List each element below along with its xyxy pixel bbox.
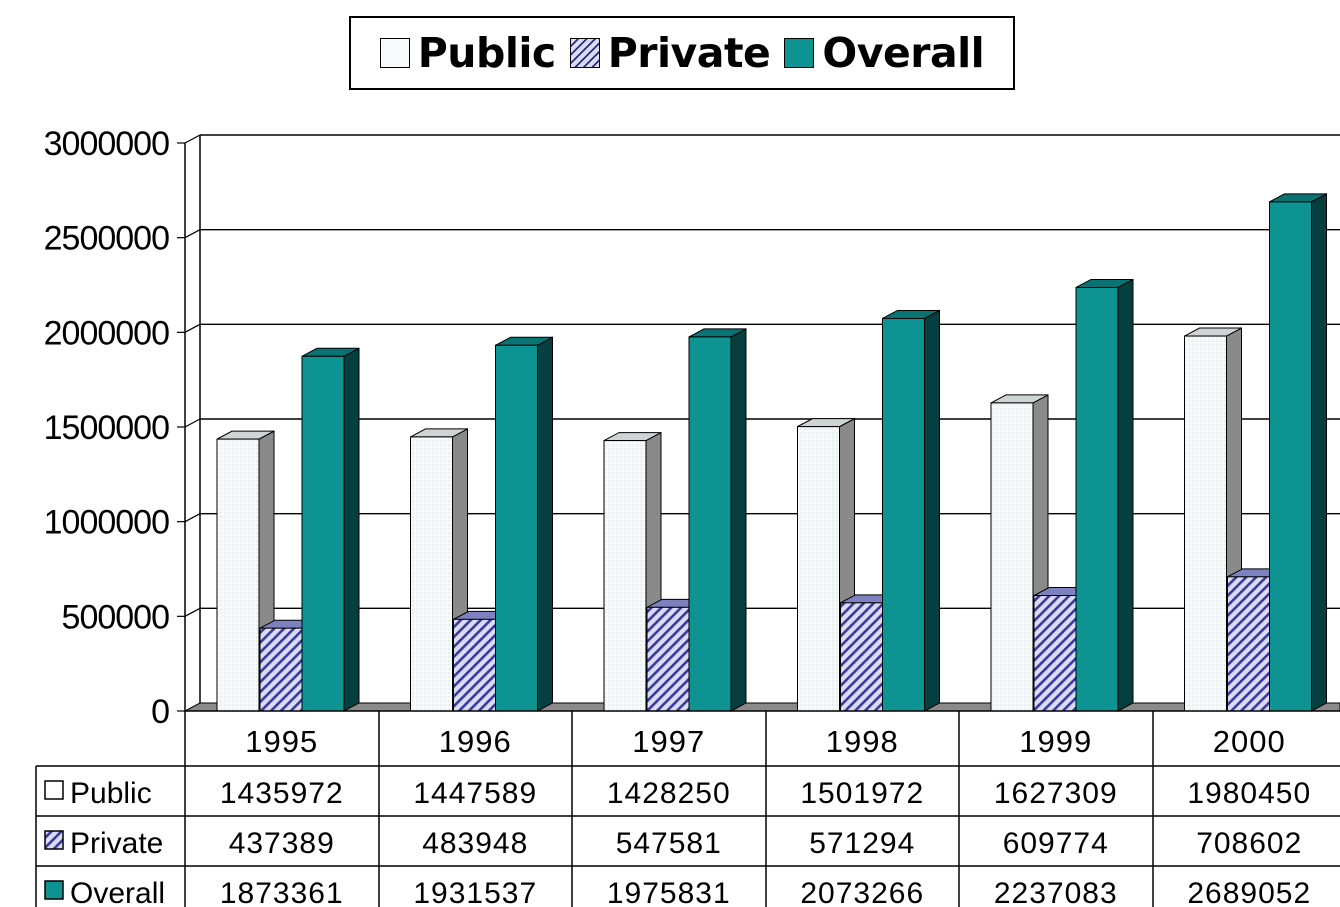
bar-public-1995 xyxy=(216,430,275,712)
data-label: 1975831 xyxy=(607,877,731,907)
table-swatch-private xyxy=(44,830,64,850)
public-swatch xyxy=(379,38,410,68)
data-label: 1428250 xyxy=(607,777,731,810)
gridline-diagonal xyxy=(184,607,201,617)
gridline-diagonal xyxy=(184,134,201,144)
y-tick-label: 0 xyxy=(151,693,169,731)
x-tick-label: 1995 xyxy=(245,724,318,759)
gridline-diagonal xyxy=(184,323,201,333)
y-tick-label: 500000 xyxy=(62,598,170,636)
private-swatch xyxy=(569,38,600,68)
overall-swatch xyxy=(784,38,815,68)
legend-label: Overall xyxy=(822,29,985,77)
bar-front xyxy=(646,606,690,712)
bar-front xyxy=(840,602,883,712)
bar-overall-2000 xyxy=(1269,193,1327,712)
data-label: 2237083 xyxy=(994,877,1118,907)
data-label: 571294 xyxy=(809,827,915,860)
chart-legend: Public Private Overall xyxy=(349,16,1015,90)
bar-front xyxy=(495,344,538,712)
table-row-label: Public xyxy=(70,777,152,810)
data-label: 1931537 xyxy=(413,877,537,907)
bar-front xyxy=(1269,201,1312,712)
bar-public-1999 xyxy=(990,394,1049,712)
y-tick-label: 2000000 xyxy=(44,314,169,352)
bar-front xyxy=(301,355,345,712)
gridline-diagonal xyxy=(184,229,201,239)
bar-front xyxy=(1184,335,1227,712)
bar-side xyxy=(1117,278,1134,712)
x-tick-label: 1998 xyxy=(826,724,899,759)
data-label: 547581 xyxy=(616,827,722,860)
data-label: 483948 xyxy=(422,827,528,860)
bar-overall-1998 xyxy=(882,309,940,712)
bar-overall-1995 xyxy=(301,347,360,712)
bar-front xyxy=(216,438,260,712)
data-label: 1435972 xyxy=(220,777,344,810)
bar-side xyxy=(924,309,940,712)
bar-overall-1997 xyxy=(688,328,747,712)
bar-side xyxy=(343,347,360,712)
bar-front xyxy=(259,627,303,712)
chart-floor xyxy=(184,702,1340,712)
gridline-diagonal xyxy=(184,513,201,523)
table-swatch-overall xyxy=(44,880,64,900)
data-label: 1501972 xyxy=(800,777,924,810)
bar-side xyxy=(537,336,553,712)
x-tick-label: 1996 xyxy=(439,724,512,759)
bar-front xyxy=(1075,286,1119,712)
bar-front xyxy=(797,426,840,712)
data-label: 609774 xyxy=(1003,827,1109,860)
x-tick-label: 2000 xyxy=(1213,724,1286,759)
bar-overall-1999 xyxy=(1075,278,1134,712)
table-row-label: Private xyxy=(70,827,163,860)
bar-front xyxy=(688,336,732,712)
legend-item-overall: Overall xyxy=(784,29,985,77)
data-label: 437389 xyxy=(229,827,335,860)
bar-front xyxy=(410,436,453,712)
legend-item-private: Private xyxy=(569,29,771,77)
bar-overall-1996 xyxy=(495,336,553,712)
legend-label: Public xyxy=(417,29,557,77)
data-label: 1447589 xyxy=(413,777,537,810)
y-tick-label: 1000000 xyxy=(44,504,169,542)
data-label: 708602 xyxy=(1196,827,1302,860)
gridline-diagonal xyxy=(184,418,201,428)
bar-front xyxy=(603,440,647,712)
bar-front xyxy=(1227,576,1270,712)
legend-label: Private xyxy=(607,29,771,77)
y-tick-label: 1500000 xyxy=(44,409,169,447)
y-tick-label: 3000000 xyxy=(44,125,169,163)
bar-side xyxy=(1311,193,1327,712)
data-label: 1873361 xyxy=(220,877,344,907)
x-tick-label: 1997 xyxy=(632,724,705,759)
table-swatch-public xyxy=(44,780,64,800)
bar-front xyxy=(882,317,925,712)
table-row-label: Overall xyxy=(70,877,165,907)
data-label: 1627309 xyxy=(994,777,1118,810)
bar-front xyxy=(990,402,1034,712)
data-label: 1980450 xyxy=(1187,777,1311,810)
bar-side xyxy=(730,328,747,712)
bar-front xyxy=(1033,595,1077,712)
y-tick-label: 2500000 xyxy=(44,220,169,258)
x-tick-label: 1999 xyxy=(1019,724,1092,759)
data-label: 2689052 xyxy=(1187,877,1311,907)
data-label: 2073266 xyxy=(800,877,924,907)
legend-item-public: Public xyxy=(379,29,557,77)
bar-front xyxy=(453,618,496,712)
